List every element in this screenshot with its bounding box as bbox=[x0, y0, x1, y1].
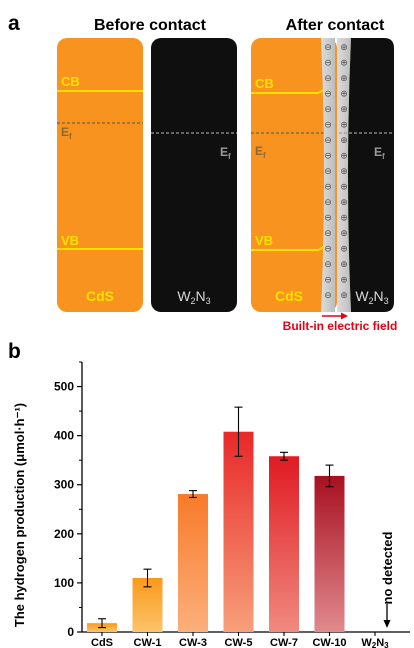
plus-charge-icon: ⊕ bbox=[340, 90, 348, 100]
minus-signs: ⊖ ⊖ ⊖ ⊖ ⊖ ⊖ ⊖ ⊖ ⊖ ⊖ ⊖ ⊖ ⊖ ⊖ ⊖ ⊖ ⊖ bbox=[324, 43, 332, 301]
plus-charge-icon: ⊕ bbox=[340, 183, 348, 193]
minus-charge-icon: ⊖ bbox=[324, 260, 332, 270]
field-label: Built-in electric field bbox=[283, 319, 398, 333]
minus-charge-icon: ⊖ bbox=[324, 121, 332, 131]
bar-cw-7 bbox=[269, 456, 299, 632]
field-arrow-head-icon bbox=[341, 312, 348, 320]
cds-label: CdS bbox=[275, 288, 303, 304]
minus-charge-icon: ⊖ bbox=[324, 291, 332, 301]
plus-charge-icon: ⊕ bbox=[340, 167, 348, 177]
vb-label: VB bbox=[255, 233, 273, 248]
y-tick-label: 100 bbox=[54, 576, 74, 590]
plus-charge-icon: ⊕ bbox=[340, 43, 348, 53]
cds-rect bbox=[251, 38, 337, 312]
plus-charge-icon: ⊕ bbox=[340, 245, 348, 255]
before-w2n3-block: Ef W2N3 bbox=[151, 38, 237, 312]
minus-charge-icon: ⊖ bbox=[324, 90, 332, 100]
minus-charge-icon: ⊖ bbox=[324, 43, 332, 53]
x-tick-label: CW-7 bbox=[270, 637, 298, 648]
vb-label: VB bbox=[61, 233, 79, 248]
plus-charge-icon: ⊕ bbox=[340, 74, 348, 84]
plus-charge-icon: ⊕ bbox=[340, 198, 348, 208]
cds-depletion bbox=[321, 38, 335, 312]
minus-charge-icon: ⊖ bbox=[324, 276, 332, 286]
w2n3-rect bbox=[151, 38, 237, 312]
w2n3-rect bbox=[348, 38, 394, 312]
chart-bars bbox=[87, 406, 345, 632]
y-tick-label: 0 bbox=[67, 625, 74, 639]
bar-cw-10 bbox=[314, 475, 345, 632]
y-tick-label: 200 bbox=[54, 527, 74, 541]
plus-charge-icon: ⊕ bbox=[340, 136, 348, 146]
cb-label: CB bbox=[61, 74, 80, 89]
plus-charge-icon: ⊕ bbox=[340, 276, 348, 286]
x-tick-label: W2N3 bbox=[361, 637, 389, 648]
plus-charge-icon: ⊕ bbox=[340, 152, 348, 162]
w2n3-label: W2N3 bbox=[355, 288, 388, 306]
bar-cw-5 bbox=[223, 431, 254, 632]
plus-charge-icon: ⊕ bbox=[340, 214, 348, 224]
x-tick-label: CW-5 bbox=[225, 637, 253, 648]
minus-charge-icon: ⊖ bbox=[324, 183, 332, 193]
plus-charge-icon: ⊕ bbox=[340, 260, 348, 270]
cds-label: CdS bbox=[86, 288, 114, 304]
after-contact-title: After contact bbox=[286, 17, 385, 34]
plus-charge-icon: ⊕ bbox=[340, 229, 348, 239]
x-tick-label: CW-1 bbox=[134, 637, 162, 648]
cb-label: CB bbox=[255, 76, 274, 91]
minus-charge-icon: ⊖ bbox=[324, 136, 332, 146]
w2n3-depletion bbox=[337, 38, 351, 312]
ef-label: Ef bbox=[255, 144, 266, 160]
x-tick-label: CW-10 bbox=[312, 637, 346, 648]
x-tick-labels: CdS CW-1 CW-3 CW-5 CW-7 CW-10 W2N3 bbox=[91, 637, 389, 648]
plus-charge-icon: ⊕ bbox=[340, 291, 348, 301]
panel-b: b The hydrogen production (μmol·h⁻¹) 0 10… bbox=[8, 340, 410, 648]
minus-charge-icon: ⊖ bbox=[324, 167, 332, 177]
after-w2n3-block: Ef W2N3 bbox=[339, 38, 394, 312]
before-cds-block: CB Ef VB CdS bbox=[57, 38, 143, 312]
plus-charge-icon: ⊕ bbox=[340, 121, 348, 131]
w2n3-label: W2N3 bbox=[177, 288, 210, 306]
minus-charge-icon: ⊖ bbox=[324, 105, 332, 115]
minus-charge-icon: ⊖ bbox=[324, 245, 332, 255]
ef-label: Ef bbox=[220, 145, 231, 161]
panel-a-label: a bbox=[8, 12, 20, 35]
no-detected-annotation: no detected bbox=[380, 531, 395, 628]
built-in-field: Built-in electric field bbox=[283, 312, 398, 333]
minus-charge-icon: ⊖ bbox=[324, 59, 332, 69]
minus-charge-icon: ⊖ bbox=[324, 74, 332, 84]
cds-rect bbox=[57, 38, 143, 312]
plus-charge-icon: ⊕ bbox=[340, 59, 348, 69]
minus-charge-icon: ⊖ bbox=[324, 214, 332, 224]
y-tick-label: 500 bbox=[54, 380, 74, 394]
panel-b-label: b bbox=[8, 340, 21, 363]
y-tick-label: 300 bbox=[54, 478, 74, 492]
minus-charge-icon: ⊖ bbox=[324, 229, 332, 239]
before-contact-title: Before contact bbox=[94, 17, 207, 34]
x-tick-label: CdS bbox=[91, 637, 113, 648]
ef-label: Ef bbox=[374, 145, 385, 161]
panel-a: a Before contact After contact CB Ef VB … bbox=[8, 12, 397, 333]
annotation-arrow-icon bbox=[383, 620, 391, 628]
bar-cw-3 bbox=[178, 494, 208, 632]
y-tick-label: 400 bbox=[54, 429, 74, 443]
plus-signs: ⊕ ⊕ ⊕ ⊕ ⊕ ⊕ ⊕ ⊕ ⊕ ⊕ ⊕ ⊕ ⊕ ⊕ ⊕ ⊕ ⊕ bbox=[340, 43, 348, 301]
y-axis-label: The hydrogen production (μmol·h⁻¹) bbox=[12, 403, 27, 627]
minus-charge-icon: ⊖ bbox=[324, 198, 332, 208]
interface-region: ⊖ ⊖ ⊖ ⊖ ⊖ ⊖ ⊖ ⊖ ⊖ ⊖ ⊖ ⊖ ⊖ ⊖ ⊖ ⊖ ⊖ ⊕ ⊕ ⊕ ⊕ ⊕ ⊕ ⊕ ⊕ ⊕ ⊕ ⊕ ⊕ ⊕ ⊕ ⊕ ⊕ ⊕ bbox=[321, 38, 351, 312]
plus-charge-icon: ⊕ bbox=[340, 105, 348, 115]
ef-label: Ef bbox=[61, 125, 72, 141]
minus-charge-icon: ⊖ bbox=[324, 152, 332, 162]
x-tick-label: CW-3 bbox=[179, 637, 207, 648]
no-detected-label: no detected bbox=[380, 531, 395, 604]
